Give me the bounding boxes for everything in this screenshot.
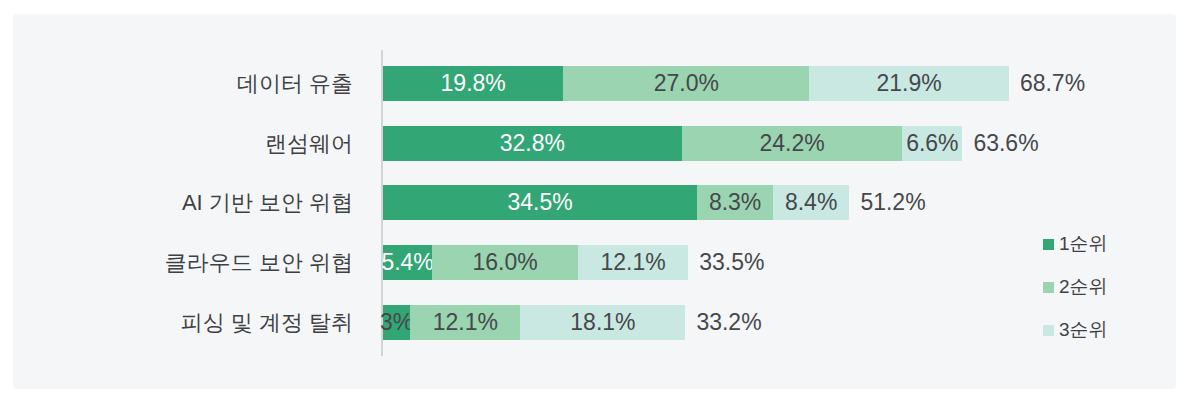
bar-segment-3순위: 6.6% xyxy=(902,126,962,161)
legend-item-rank3: 3순위 xyxy=(1043,319,1108,341)
bar-segment-1순위: 32.8% xyxy=(383,126,682,161)
bar-strip: 32.8% 24.2% 6.6% xyxy=(383,126,962,161)
bar-segment-2순위: 16.0% xyxy=(432,245,578,280)
segment-value-label: 8.3% xyxy=(709,185,761,220)
bar-row: 데이터 유출 19.8% 27.0% 21.9% 68.7% xyxy=(0,66,1190,101)
legend-swatch-rank1 xyxy=(1043,239,1054,250)
category-label: 데이터 유출 xyxy=(0,69,368,99)
bar-segment-1순위: 19.8% xyxy=(383,66,563,101)
bar-segment-2순위: 27.0% xyxy=(563,66,809,101)
legend-item-rank2: 2순위 xyxy=(1043,276,1108,298)
bar-segment-3순위: 21.9% xyxy=(809,66,1009,101)
bar-segment-3순위: 12.1% xyxy=(578,245,688,280)
segment-value-label: 18.1% xyxy=(570,305,635,340)
legend-swatch-rank3 xyxy=(1043,325,1054,336)
segment-value-label: 6.6% xyxy=(906,126,958,161)
segment-value-label: 8.4% xyxy=(785,185,837,220)
bar-total-label: 33.2% xyxy=(696,309,761,336)
segment-value-label: 32.8% xyxy=(500,126,565,161)
bar-total-label: 68.7% xyxy=(1020,70,1085,97)
category-label: 랜섬웨어 xyxy=(0,129,368,159)
bar-row: 랜섬웨어 32.8% 24.2% 6.6% 63.6% xyxy=(0,126,1190,161)
bar-row: 클라우드 보안 위협 5.4% 16.0% 12.1% 33.5% xyxy=(0,245,1190,280)
bar-total-label: 33.5% xyxy=(699,249,764,276)
bar-total-label: 63.6% xyxy=(973,130,1038,157)
bar-segment-1순위: 3% xyxy=(383,305,410,340)
bar-segment-2순위: 24.2% xyxy=(682,126,903,161)
segment-value-label: 19.8% xyxy=(441,66,506,101)
segment-value-label: 21.9% xyxy=(877,66,942,101)
category-label: AI 기반 보안 위협 xyxy=(0,188,368,218)
bar-strip: 19.8% 27.0% 21.9% xyxy=(383,66,1009,101)
segment-value-label: 27.0% xyxy=(654,66,719,101)
segment-value-label: 24.2% xyxy=(759,126,824,161)
legend-label-rank1: 1순위 xyxy=(1059,231,1108,257)
segment-value-label: 34.5% xyxy=(508,185,573,220)
bar-segment-2순위: 12.1% xyxy=(410,305,520,340)
segment-value-label: 3% xyxy=(380,305,413,340)
segment-value-label: 12.1% xyxy=(433,305,498,340)
bar-segment-2순위: 8.3% xyxy=(697,185,773,220)
legend-label-rank2: 2순위 xyxy=(1059,274,1108,300)
category-label: 클라우드 보안 위협 xyxy=(0,248,368,278)
legend-label-rank3: 3순위 xyxy=(1059,317,1108,343)
bar-segment-1순위: 5.4% xyxy=(383,245,432,280)
legend-item-rank1: 1순위 xyxy=(1043,233,1108,255)
bar-total-label: 51.2% xyxy=(860,189,925,216)
bar-strip: 34.5% 8.3% 8.4% xyxy=(383,185,849,220)
bar-strip: 3% 12.1% 18.1% xyxy=(383,305,685,340)
bar-row: 피싱 및 계정 탈취 3% 12.1% 18.1% 33.2% xyxy=(0,305,1190,340)
segment-value-label: 16.0% xyxy=(472,245,537,280)
legend-swatch-rank2 xyxy=(1043,282,1054,293)
bar-segment-3순위: 8.4% xyxy=(773,185,850,220)
segment-value-label: 5.4% xyxy=(381,245,433,280)
category-label: 피싱 및 계정 탈취 xyxy=(0,308,368,338)
bar-strip: 5.4% 16.0% 12.1% xyxy=(383,245,688,280)
bar-segment-1순위: 34.5% xyxy=(383,185,697,220)
legend: 1순위 2순위 3순위 xyxy=(1043,233,1108,362)
bar-row: AI 기반 보안 위협 34.5% 8.3% 8.4% 51.2% xyxy=(0,185,1190,220)
bar-segment-3순위: 18.1% xyxy=(520,305,685,340)
segment-value-label: 12.1% xyxy=(600,245,665,280)
